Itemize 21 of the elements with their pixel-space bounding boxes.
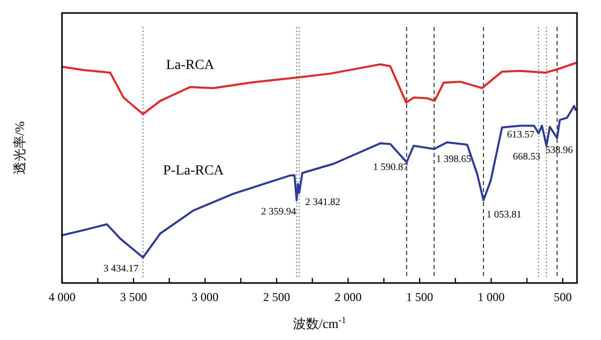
- annotation: 2 341.82: [305, 197, 340, 208]
- x-tick-label: 3 500: [120, 290, 148, 304]
- annotation: 613.57: [506, 130, 534, 141]
- series-label: La-RCA: [166, 58, 216, 73]
- x-tick-label: 1 000: [478, 290, 505, 304]
- x-tick-label: 1 500: [406, 290, 434, 304]
- annotation: 668.53: [512, 151, 540, 162]
- x-tick-label: 3 000: [192, 290, 219, 304]
- annotation: 1 398.65: [436, 154, 472, 166]
- series-label: P-La-RCA: [163, 163, 225, 178]
- x-tick-label: 4 000: [48, 290, 76, 304]
- annotation: 1 590.87: [373, 162, 408, 174]
- annotation: 538.96: [545, 145, 573, 156]
- x-axis-title: 波数/cm$^{-1}$: [292, 315, 346, 331]
- x-tick-label: 2 500: [263, 290, 290, 304]
- annotation: 3 434.17: [103, 263, 138, 274]
- x-tick-label: 2 000: [334, 290, 362, 304]
- annotation: 2 359.94: [261, 206, 296, 218]
- x-tick-label: 500: [554, 290, 572, 304]
- y-axis-title: 透光率/%: [12, 121, 27, 175]
- annotation: 1 053.81: [486, 209, 522, 220]
